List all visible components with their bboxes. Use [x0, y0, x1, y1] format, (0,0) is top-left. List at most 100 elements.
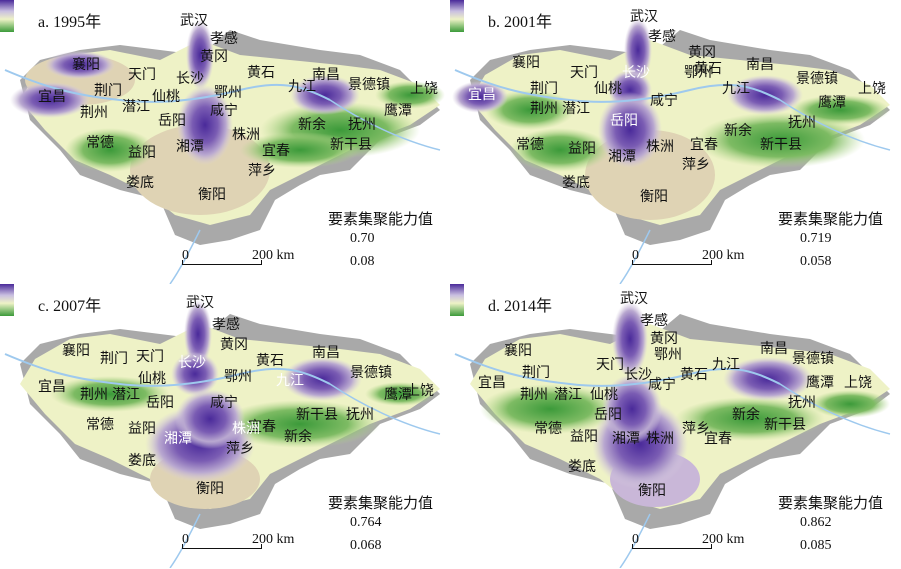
map-panel-2007: c. 2007年 武汉 孝感 黄冈 襄阳 荆门 天门 长沙 黄石 南昌 仙桃 鄂…: [0, 284, 450, 568]
city-label-wuhan: 武汉: [630, 9, 658, 25]
city-label-huanggang: 黄冈: [200, 49, 228, 65]
city-label-shangrao: 上饶: [410, 81, 438, 97]
city-label-tianmen: 天门: [128, 67, 156, 83]
city-label-huanggang: 黄冈: [688, 45, 716, 61]
scale-zero-label: 0: [632, 532, 639, 547]
city-label-yueyang: 岳阳: [158, 113, 186, 129]
legend-min-value: 0.085: [800, 538, 832, 553]
city-label-pingxiang: 萍乡: [248, 163, 276, 179]
city-label-yingtan: 鹰潭: [384, 103, 412, 119]
city-label-jingzhou: 荆州: [80, 387, 108, 403]
river: [4, 69, 331, 103]
city-label-huangshi: 黄石: [680, 367, 708, 383]
city-label-xinganxian: 新干县: [296, 407, 338, 423]
city-label-xiangtan: 湘潭: [176, 139, 204, 155]
city-label-jingdezhen: 景德镇: [796, 71, 838, 87]
city-label-pingxiang: 萍乡: [682, 421, 710, 437]
peak-wuhan: [186, 20, 214, 90]
city-label-zhuzhou: 株洲: [232, 421, 260, 437]
panel-title: d. 2014年: [488, 298, 553, 315]
city-label-fuzhou: 抚州: [788, 395, 816, 411]
green-zone: [695, 112, 865, 168]
scale-bar: [182, 536, 262, 550]
river: [779, 99, 891, 151]
city-label-fuzhou: 抚州: [348, 117, 376, 133]
green-zone: [375, 81, 445, 109]
legend-color-ramp: [0, 0, 14, 32]
city-label-yichun: 宜春: [248, 419, 276, 435]
city-label-zhuzhou: 株洲: [232, 127, 260, 143]
city-label-changde: 常德: [516, 137, 544, 153]
city-label-jingzhou: 荆州: [80, 105, 108, 121]
legend-max-value: 0.70: [350, 231, 375, 246]
city-label-changsha: 长沙: [178, 355, 206, 371]
panel-title: a. 1995年: [38, 14, 102, 31]
city-label-yichun: 宜春: [262, 143, 290, 159]
purple-zone: [10, 82, 90, 118]
city-label-yiyang: 益阳: [128, 145, 156, 161]
panel-title: b. 2001年: [488, 14, 553, 31]
city-label-yichang: 宜昌: [468, 87, 496, 103]
river: [619, 229, 651, 284]
city-label-yichang: 宜昌: [38, 89, 66, 105]
city-label-jingmen: 荆门: [94, 83, 122, 99]
city-label-yingtan: 鹰潭: [806, 375, 834, 391]
city-label-wuhan: 武汉: [186, 295, 214, 311]
city-label-xinganxian: 新干县: [764, 417, 806, 433]
legend-max-value: 0.862: [800, 515, 832, 530]
city-label-shangrao: 上饶: [858, 81, 886, 97]
peak-nanchang: [290, 75, 360, 115]
city-label-yingtan: 鹰潭: [818, 95, 846, 111]
city-label-changsha: 长沙: [176, 71, 204, 87]
city-label-xiangtan: 湘潭: [608, 149, 636, 165]
scale-bar: [182, 252, 262, 266]
city-label-yichang: 宜昌: [478, 375, 506, 391]
city-label-xiantao: 仙桃: [152, 89, 180, 105]
legend-color-ramp: [450, 0, 464, 32]
legend-title: 要素集聚能力值: [778, 210, 884, 228]
city-label-xiangyang: 襄阳: [72, 57, 100, 73]
peak-changsha: [177, 85, 233, 165]
peak-wuhan: [624, 18, 652, 82]
city-label-nanchang: 南昌: [312, 67, 340, 83]
green-zone: [220, 400, 380, 448]
panel-title: c. 2007年: [38, 298, 102, 315]
legend-min-value: 0.068: [350, 538, 382, 553]
purple-zone: [45, 51, 115, 79]
peak-wuhan: [612, 301, 648, 377]
green-zone: [810, 390, 890, 418]
city-label-hengyang: 衡阳: [638, 483, 666, 499]
city-label-jingmen: 荆门: [100, 351, 128, 367]
city-label-xianning: 咸宁: [648, 377, 676, 393]
peak-yueyang: [598, 92, 662, 168]
city-label-xiaogan: 孝感: [640, 313, 668, 329]
city-label-zhuzhou: 株洲: [646, 139, 674, 155]
city-label-yiyang: 益阳: [128, 421, 156, 437]
city-label-qianjiang: 潜江: [112, 387, 140, 403]
river: [329, 99, 441, 151]
peak-nanchang: [282, 357, 362, 401]
city-label-nanchang: 南昌: [760, 341, 788, 357]
green-zone: [510, 128, 610, 172]
city-label-yueyang: 岳阳: [610, 113, 638, 129]
city-label-pingxiang: 萍乡: [226, 441, 254, 457]
purple-zone: [452, 81, 508, 113]
legend-min-value: 0.08: [350, 254, 375, 269]
city-label-yichun: 宜春: [704, 431, 732, 447]
city-label-jiujiang: 九江: [722, 81, 750, 97]
scale-bar: [632, 252, 712, 266]
city-label-xiangyang: 襄阳: [62, 343, 90, 359]
city-label-qianjiang: 潜江: [554, 387, 582, 403]
green-zone: [65, 128, 155, 172]
city-label-changde: 常德: [86, 417, 114, 433]
river: [169, 513, 201, 568]
city-label-xinyu: 新余: [724, 123, 752, 139]
river: [454, 353, 781, 387]
city-label-huangshi: 黄石: [694, 61, 722, 77]
city-label-wuhan: 武汉: [180, 13, 208, 29]
green-zone: [480, 384, 620, 434]
river: [619, 513, 651, 568]
river: [4, 353, 331, 387]
scale-distance-label: 200 km: [252, 248, 295, 263]
city-label-huangshi: 黄石: [247, 65, 275, 81]
